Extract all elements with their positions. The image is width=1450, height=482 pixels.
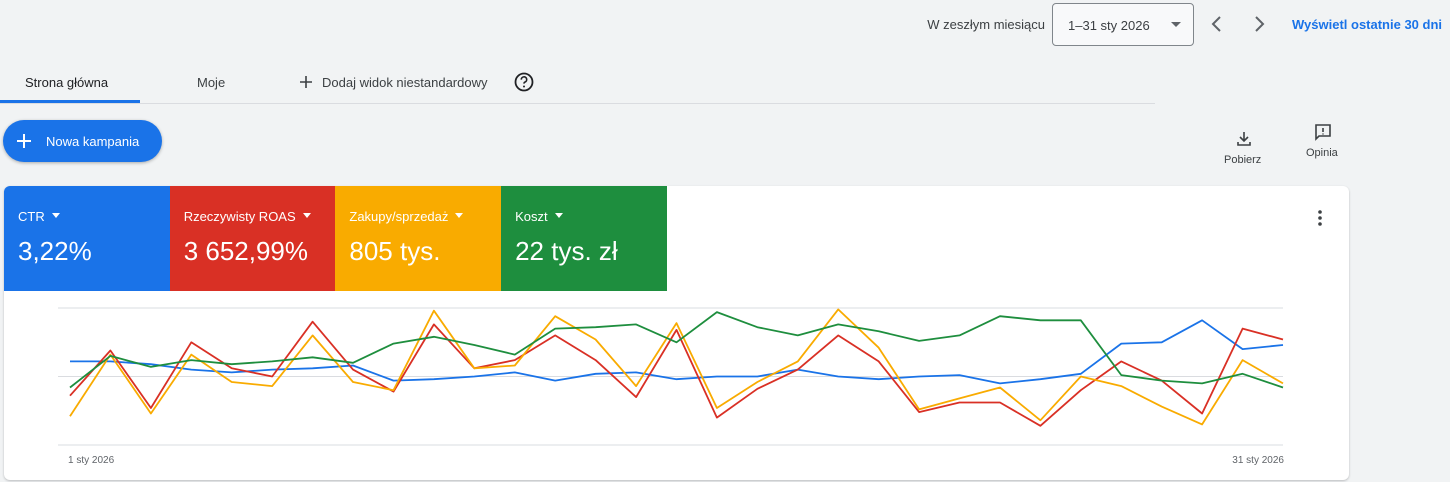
chart: 1 sty 2026 31 sty 2026 — [58, 307, 1284, 466]
button-label: Nowa kampania — [46, 134, 140, 149]
nav-arrows — [1211, 16, 1265, 32]
scorecard-value: 805 tys. — [349, 236, 441, 266]
plus-icon — [17, 134, 31, 148]
action-label[interactable]: Opinia — [1306, 147, 1338, 159]
x-tick-label: 31 sty 2026 — [1232, 455, 1284, 466]
period-label: W zeszłym miesiącu — [927, 17, 1045, 32]
feedback-icon[interactable] — [1313, 122, 1333, 142]
last-30-link[interactable]: Wyświetl ostatnie 30 dni — [1292, 17, 1443, 32]
download-icon[interactable] — [1235, 130, 1253, 148]
dropdown-arrow — [1171, 22, 1181, 32]
new-campaign-button[interactable]: Nowa kampania — [3, 120, 162, 162]
scorecard[interactable]: Koszt 22 tys. zł — [501, 186, 668, 291]
date-select[interactable]: 1–31 sty 2026 — [1052, 3, 1194, 46]
tab-indicator — [0, 100, 140, 103]
scorecard-value: 22 tys. zł — [515, 236, 618, 266]
series-line — [69, 308, 1284, 426]
scorecard-metric: Zakupy/sprzedaż — [349, 209, 463, 224]
x-tick-label: 1 sty 2026 — [68, 455, 115, 466]
scorecard-metric: Koszt — [515, 209, 563, 224]
tab[interactable]: Dodaj widok niestandardowy — [322, 75, 488, 90]
scorecard-metric: CTR — [18, 209, 60, 224]
tab[interactable]: Moje — [197, 75, 226, 90]
plus-icon — [300, 76, 312, 88]
date-range: 1–31 sty 2026 — [1068, 18, 1150, 33]
scorecard[interactable]: Rzeczywisty ROAS 3 652,99% — [169, 186, 336, 291]
tab[interactable]: Strona główna — [25, 75, 109, 90]
next-arrow[interactable] — [1255, 16, 1265, 32]
scorecard[interactable]: CTR 3,22% — [4, 186, 170, 291]
tab-divider — [0, 103, 1155, 104]
more-menu[interactable] — [1312, 208, 1328, 228]
action-label[interactable]: Pobierz — [1224, 154, 1262, 166]
scorecard-metric: Rzeczywisty ROAS — [184, 209, 311, 224]
scorecard[interactable]: Zakupy/sprzedaż 805 tys. — [335, 186, 502, 291]
prev-arrow[interactable] — [1211, 16, 1221, 32]
help-icon[interactable] — [513, 71, 535, 93]
series-line — [69, 320, 1284, 427]
series-line — [70, 319, 1284, 385]
scorecard-value: 3 652,99% — [183, 236, 309, 266]
series-line — [69, 311, 1284, 389]
scorecard-value: 3,22% — [18, 236, 92, 266]
